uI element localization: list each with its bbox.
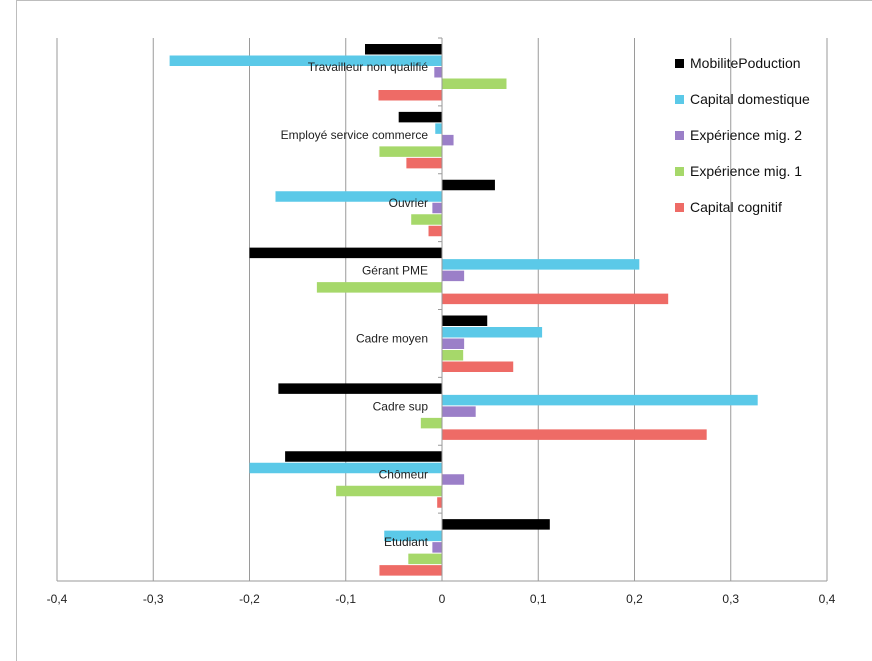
bar	[316, 282, 442, 293]
legend-swatch	[675, 59, 684, 68]
chart-frame	[16, 0, 872, 661]
bar	[442, 327, 543, 338]
bar	[398, 111, 442, 123]
bar	[434, 67, 442, 78]
bar	[336, 485, 442, 497]
bar	[442, 338, 465, 349]
legend-label: Capital domestique	[690, 91, 810, 107]
bar	[420, 417, 442, 429]
x-tick-label: 0	[439, 592, 446, 606]
legend-label: Expérience mig. 1	[690, 163, 802, 179]
bar	[442, 134, 454, 146]
bar	[442, 259, 640, 270]
x-tick-label: -0,4	[47, 592, 68, 606]
x-tick-label: -0,3	[143, 592, 164, 606]
bar	[442, 179, 495, 191]
bar	[442, 270, 465, 282]
bar	[442, 429, 707, 440]
bar	[169, 55, 443, 66]
category-label: Etudiant	[384, 535, 429, 549]
category-label: Chômeur	[379, 467, 428, 481]
bar	[428, 225, 442, 237]
legend-swatch	[675, 167, 684, 176]
bar	[285, 451, 442, 462]
legend-label: Capital cognitif	[690, 199, 782, 215]
x-tick-label: -0,2	[239, 592, 260, 606]
bar	[442, 394, 758, 406]
x-tick-label: 0,2	[626, 592, 643, 606]
bar	[442, 519, 550, 530]
legend-label: MobilitePoduction	[690, 55, 801, 71]
bar	[442, 350, 464, 361]
bar	[442, 361, 514, 372]
legend-swatch	[675, 203, 684, 212]
x-tick-label: 0,1	[530, 592, 547, 606]
bar	[378, 90, 442, 101]
x-tick-label: -0,1	[335, 592, 356, 606]
bar	[435, 123, 442, 134]
category-label: Employé service commerce	[281, 128, 429, 142]
bar	[278, 383, 442, 394]
bar	[442, 474, 465, 485]
bar	[379, 146, 442, 157]
bar	[384, 530, 442, 542]
category-label: Gérant PME	[362, 264, 428, 278]
bar	[408, 553, 442, 565]
bar	[442, 293, 669, 305]
category-label: Cadre sup	[373, 399, 429, 413]
bar	[275, 191, 442, 202]
bar	[365, 44, 442, 55]
legend-swatch	[675, 131, 684, 140]
x-tick-label: 0,4	[819, 592, 836, 606]
bar	[379, 565, 442, 576]
bar	[432, 202, 442, 214]
category-label: Travailleur non qualifié	[308, 60, 429, 74]
bar	[437, 497, 442, 508]
bar	[411, 214, 442, 225]
legend-label: Expérience mig. 2	[690, 127, 802, 143]
bar	[442, 78, 507, 89]
category-label: Cadre moyen	[356, 332, 428, 346]
category-label: Ouvrier	[389, 196, 428, 210]
bar	[406, 157, 442, 169]
bar	[249, 247, 442, 259]
bar	[249, 462, 442, 474]
x-tick-label: 0,3	[722, 592, 739, 606]
legend-swatch	[675, 95, 684, 104]
bar	[442, 406, 476, 417]
bar	[432, 542, 442, 553]
bar	[442, 315, 488, 326]
